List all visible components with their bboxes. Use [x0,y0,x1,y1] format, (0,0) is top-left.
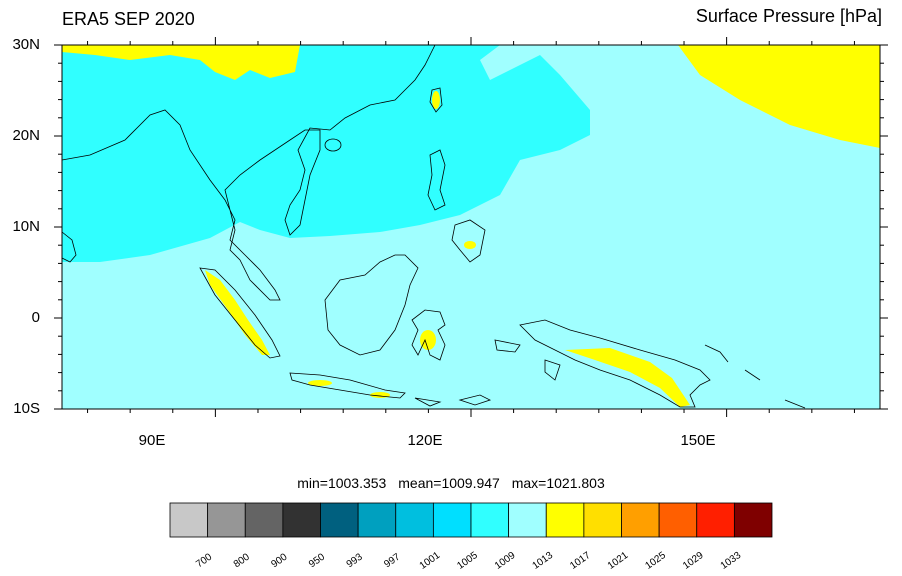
colorbar-swatch [733,502,773,538]
stat-max: max=1021.803 [511,475,605,491]
lat-label-10n: 10N [12,218,40,235]
pressure-map [61,44,881,410]
colorbar-label: 900 [269,551,289,570]
high-pressure-patch [205,270,270,355]
colorbar-swatch [432,502,472,538]
colorbar-label: 1017 [568,550,593,572]
statistics-line: min=1003.353 mean=1009.947 max=1021.803 [0,475,902,491]
high-pressure-patch [420,330,436,350]
map-title: ERA5 SEP 2020 [62,9,195,29]
colorbar-label: 1029 [681,550,706,572]
colorbar-label: 1021 [606,550,631,572]
lon-label-120e: 120E [407,432,443,449]
colorbar-label: 1013 [531,550,556,572]
colorbar-label: 1025 [643,550,668,572]
colorbar: 700 800 900 950 993 997 1001 1005 1009 1013 1017 10… [169,502,773,572]
high-pressure-patch [565,348,690,407]
lat-label-20n: 20N [12,127,40,144]
variable-title: Surface Pressure [hPa] [695,6,882,26]
colorbar-label: 1005 [455,550,480,572]
colorbar-swatch [470,502,510,538]
colorbar-swatch [282,502,321,538]
high-pressure-patch [432,91,440,109]
high-pressure-patch [62,45,300,80]
lat-label-10s: 10S [13,400,40,417]
colorbar-swatch [658,502,698,538]
axis-ticks [54,37,888,417]
colorbar-swatch [357,502,397,538]
colorbar-label: 1033 [719,550,744,572]
colorbar-label: 950 [307,551,327,570]
high-pressure-patch [308,380,332,386]
high-pressure-region [678,45,880,148]
colorbar-label: 1001 [418,550,443,572]
high-pressure-patch [464,241,476,249]
lat-label-equator: 0 [31,309,40,326]
lat-label-30n: 30N [12,36,40,53]
colorbar-swatch [169,502,209,538]
colorbar-swatch [696,502,735,538]
colorbar-label: 700 [194,551,214,570]
colorbar-swatch [508,502,547,538]
lon-label-90e: 90E [138,432,166,449]
coastlines [61,44,806,409]
stat-mean: mean=1009.947 [398,475,500,491]
colorbar-swatch [244,502,284,538]
colorbar-swatch [207,502,246,538]
colorbar-swatch [320,502,359,538]
colorbar-label: 1009 [493,550,518,572]
lon-label-150e: 150E [680,432,716,449]
stat-min: min=1003.353 [297,475,387,491]
colorbar-swatch [583,502,622,538]
colorbar-label: 997 [382,551,402,570]
colorbar-label: 800 [232,551,252,570]
colorbar-swatch [395,502,434,538]
colorbar-swatch [545,502,585,538]
colorbar-label: 993 [345,551,365,570]
colorbar-swatch [621,502,660,538]
low-pressure-region [62,45,590,262]
